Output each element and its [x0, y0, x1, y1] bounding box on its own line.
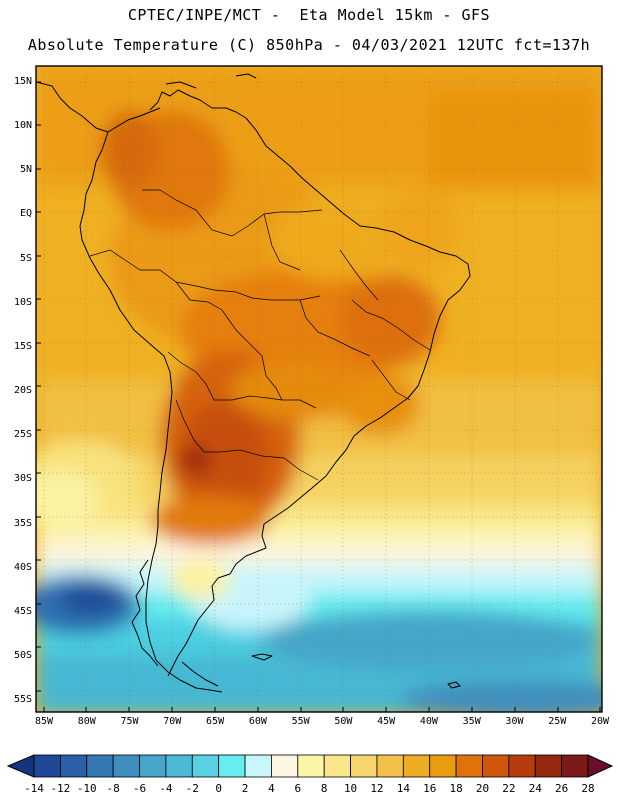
- lat-label: 30S: [13, 473, 32, 485]
- lon-label: 60W: [248, 716, 267, 727]
- country-borders: [89, 189, 431, 481]
- colorbar-swatch: [244, 754, 272, 778]
- lat-label: 40S: [13, 561, 32, 573]
- colorbar-arrow-high: [587, 754, 614, 778]
- lon-label: 70W: [163, 716, 182, 727]
- lon-label: 80W: [77, 716, 96, 727]
- colorbar-label: 4: [268, 782, 275, 795]
- lon-label: 35W: [462, 716, 481, 727]
- lon-label: 30W: [505, 716, 524, 727]
- lat-label: 10N: [13, 120, 32, 132]
- colorbar-label: 22: [502, 782, 516, 795]
- lat-label: 35S: [13, 517, 32, 529]
- axis-ticks: [36, 81, 601, 712]
- lon-label: 50W: [334, 716, 353, 727]
- lat-label: 10S: [13, 296, 32, 308]
- map-title-line-2: Absolute Temperature (C) 850hPa - 04/03/…: [27, 36, 591, 54]
- lon-label: 85W: [34, 716, 54, 727]
- colorbar-swatch: [297, 754, 325, 778]
- colorbar-label: 20: [475, 782, 490, 795]
- temperature-field: [36, 66, 602, 712]
- colorbar-swatch: [33, 754, 61, 778]
- colorbar-label: -8: [106, 782, 120, 795]
- colorbar-swatch: [429, 754, 457, 778]
- colorbar-label: 28: [581, 782, 595, 795]
- colorbar-swatch: [218, 754, 246, 778]
- colorbar-label: -6: [132, 782, 147, 795]
- lat-label: EQ: [19, 208, 32, 220]
- lat-label: 5N: [19, 164, 32, 176]
- lat-label: 45S: [13, 605, 32, 617]
- colorbar-label: 18: [449, 782, 463, 795]
- colorbar-label: -4: [159, 782, 173, 795]
- colorbar-label: 0: [215, 782, 222, 795]
- colorbar-swatch: [59, 754, 88, 778]
- lat-label: 15S: [13, 340, 32, 352]
- colorbar-swatch: [139, 754, 167, 778]
- colorbar-label: -2: [185, 782, 199, 795]
- coastlines: [36, 73, 471, 693]
- colorbar-label: -10: [76, 782, 97, 795]
- colorbar-label: -14: [24, 782, 44, 795]
- colorbar-label: 16: [423, 782, 437, 795]
- colorbar-label: 10: [343, 782, 358, 795]
- lat-label: 15N: [13, 76, 32, 87]
- lat-label: 55S: [13, 694, 32, 706]
- colorbar-label: 14: [396, 782, 410, 795]
- colorbar-label: 6: [294, 782, 302, 795]
- lat-label: 25S: [13, 429, 32, 441]
- colorbar-label: 26: [554, 782, 569, 795]
- map-frame: [35, 65, 603, 713]
- lon-label: 45W: [377, 716, 396, 727]
- map-title-line-1: CPTEC/INPE/MCT - Eta Model 15km - GFS: [127, 6, 491, 24]
- colorbar-swatch: [482, 754, 510, 778]
- colorbar-swatch: [165, 754, 193, 778]
- lon-label: 55W: [291, 716, 310, 727]
- lon-label: 40W: [419, 716, 438, 727]
- lon-label: 75W: [120, 716, 139, 727]
- lon-label: 65W: [206, 716, 225, 727]
- colorbar-label: 2: [241, 782, 249, 795]
- colorbar-swatch: [350, 754, 378, 778]
- colorbar-swatch: [191, 754, 220, 778]
- colorbar-swatch: [561, 754, 589, 778]
- colorbar-swatch: [534, 754, 563, 778]
- lat-label: 5S: [19, 252, 32, 264]
- colorbar-swatch: [402, 754, 431, 778]
- colorbar-label: 12: [370, 782, 384, 795]
- colorbar-swatch: [271, 754, 299, 778]
- colorbar: [6, 754, 614, 778]
- colorbar-swatch: [112, 754, 140, 778]
- colorbar-swatch: [508, 754, 536, 778]
- lon-label: 20W: [590, 716, 610, 727]
- colorbar-label: -12: [50, 782, 71, 795]
- colorbar-swatch: [323, 754, 351, 778]
- colorbar-label: 24: [528, 782, 542, 795]
- colorbar-swatch: [86, 754, 114, 778]
- colorbar-arrow-low: [6, 754, 35, 778]
- colorbar-swatch: [455, 754, 483, 778]
- colorbar-swatch: [376, 754, 404, 778]
- colorbar-label: 8: [320, 782, 328, 795]
- lat-label: 50S: [13, 650, 32, 661]
- lon-label: 25W: [548, 716, 567, 727]
- lat-label: 20S: [13, 385, 32, 397]
